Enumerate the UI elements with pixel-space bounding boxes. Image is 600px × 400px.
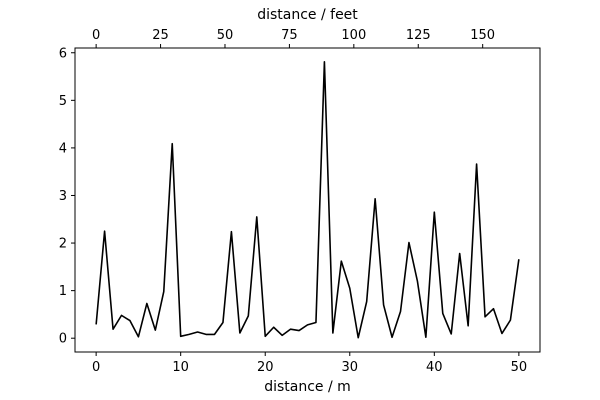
secondary-x-tick-label: 150 <box>470 28 495 43</box>
left-y-axis: 0 1 2 3 4 5 6 <box>59 46 75 347</box>
secondary-x-axis-label: distance / feet <box>257 7 358 23</box>
x-tick-label: 10 <box>172 360 189 375</box>
bottom-x-axis: 0 10 20 30 40 50 <box>92 352 527 375</box>
x-tick-label: 20 <box>257 360 274 375</box>
y-tick-label: 0 <box>59 332 67 347</box>
x-tick-label: 0 <box>92 360 100 375</box>
x-tick-label: 30 <box>341 360 358 375</box>
secondary-x-tick-label: 100 <box>341 28 366 43</box>
secondary-x-tick-label: 75 <box>281 28 298 43</box>
y-tick-label: 1 <box>59 284 67 299</box>
plot-frame <box>74 47 541 353</box>
x-axis-label: distance / m <box>264 379 351 395</box>
y-tick-label: 5 <box>59 94 67 109</box>
secondary-x-tick-label: 0 <box>92 28 100 43</box>
secondary-x-tick-label: 125 <box>406 28 431 43</box>
plot-background <box>75 48 540 352</box>
y-tick-label: 6 <box>59 46 67 61</box>
y-tick-label: 2 <box>59 237 67 252</box>
secondary-x-tick-label: 50 <box>217 28 234 43</box>
x-tick-label: 40 <box>426 360 443 375</box>
y-tick-label: 4 <box>59 141 67 156</box>
y-tick-label: 3 <box>59 189 67 204</box>
x-tick-label: 50 <box>511 360 528 375</box>
secondary-x-tick-label: 25 <box>152 28 169 43</box>
top-x-axis: 0 25 50 75 100 125 150 <box>92 28 495 48</box>
series-line-0 <box>95 60 520 339</box>
series-layer <box>95 60 520 339</box>
